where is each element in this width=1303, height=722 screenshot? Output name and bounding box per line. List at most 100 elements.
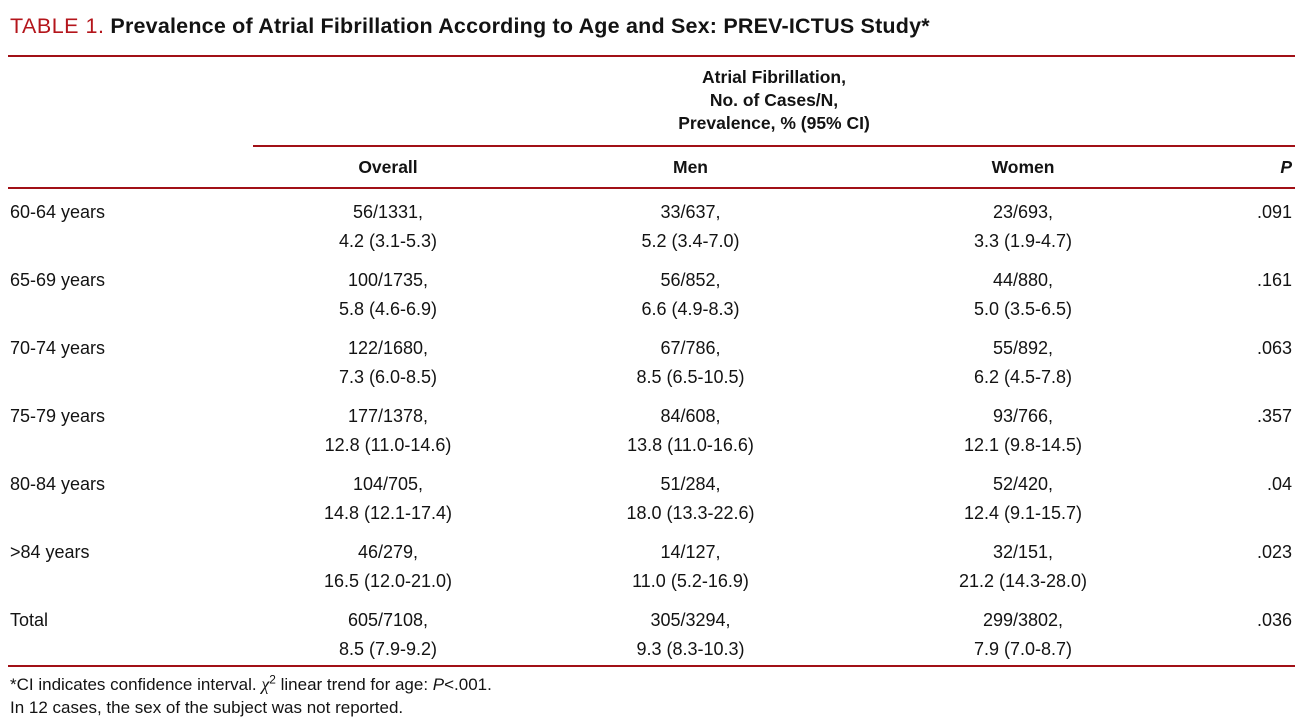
prevalence-line: 16.5 (12.0-21.0) [323,571,453,591]
span-header-row: Atrial Fibrillation, No. of Cases/N, Pre… [8,57,1295,147]
column-header-men: Men [523,146,858,189]
cases-line: 122/1680, [347,338,429,358]
column-header-p: P [1188,146,1295,189]
men-cell: 84/608, 13.8 (11.0-16.6) [523,393,858,461]
table-row: 75-79 years 177/1378, 12.8 (11.0-14.6) 84/6… [8,393,1295,461]
overall-cell: 100/1735, 5.8 (4.6-6.9) [253,257,523,325]
table-row: 80-84 years 104/705, 14.8 (12.1-17.4) 51/28… [8,461,1295,529]
footnote-text-3: <.001. [444,675,492,694]
table-number-label: TABLE 1. [10,14,105,38]
prevalence-line: 4.2 (3.1-5.3) [338,231,438,251]
cases-line: 104/705, [352,474,424,494]
table-row: >84 years 46/279, 16.5 (12.0-21.0) 14/127, 1… [8,529,1295,597]
cases-line: 56/852, [660,270,721,290]
prevalence-line: 9.3 (8.3-10.3) [636,639,745,659]
table-title: TABLE 1. Prevalence of Atrial Fibrillatio… [8,0,1295,55]
p-value-cell: .023 [1256,542,1292,562]
prevalence-line: 8.5 (6.5-10.5) [636,367,745,387]
men-cell: 305/3294, 9.3 (8.3-10.3) [523,597,858,665]
prevalence-line: 13.8 (11.0-16.6) [627,435,754,455]
women-cell: 44/880, 5.0 (3.5-6.5) [858,257,1188,325]
p-value-cell: .357 [1256,406,1292,426]
footnotes: *CI indicates confidence interval. χ2 li… [8,667,1295,719]
p-symbol: P [432,675,445,694]
prevalence-table: Atrial Fibrillation, No. of Cases/N, Pre… [8,57,1295,665]
cases-line: 84/608, [660,406,721,426]
overall-cell: 122/1680, 7.3 (6.0-8.5) [253,325,523,393]
cases-line: 32/151, [992,542,1054,562]
men-cell: 14/127, 11.0 (5.2-16.9) [523,529,858,597]
prevalence-line: 5.0 (3.5-6.5) [973,299,1073,319]
cases-line: 605/7108, [347,610,429,630]
column-header-age [8,146,253,189]
title-rule [8,55,1295,57]
age-cell: >84 years [10,542,90,562]
cases-line: 93/766, [992,406,1054,426]
column-header-women: Women [858,146,1188,189]
cases-line: 299/3802, [982,610,1064,630]
span-header-spacer [8,57,253,146]
age-cell: 60-64 years [10,202,106,222]
p-value-cell: .161 [1256,270,1292,290]
prevalence-line: 7.9 (7.0-8.7) [973,639,1073,659]
prevalence-line: 5.2 (3.4-7.0) [641,231,740,251]
prevalence-line: 6.6 (4.9-8.3) [641,299,740,319]
cases-line: 44/880, [992,270,1054,290]
footnote-text-2: linear trend for age: [275,675,433,694]
cases-line: 55/892, [992,338,1054,358]
cases-line: 100/1735, [347,270,429,290]
chi-symbol: χ [261,674,270,694]
men-cell: 33/637, 5.2 (3.4-7.0) [523,188,858,257]
cases-line: 67/786, [660,338,721,358]
overall-cell: 56/1331, 4.2 (3.1-5.3) [253,188,523,257]
prevalence-line: 21.2 (14.3-28.0) [958,571,1088,591]
table-body: 60-64 years 56/1331, 4.2 (3.1-5.3) 33/637, 5… [8,188,1295,665]
women-cell: 23/693, 3.3 (1.9-4.7) [858,188,1188,257]
footnote-text-1: *CI indicates confidence interval. [10,675,262,694]
span-header-cell: Atrial Fibrillation, No. of Cases/N, Pre… [253,57,1295,147]
women-cell: 32/151, 21.2 (14.3-28.0) [858,529,1188,597]
span-header-line-3: Prevalence, % (95% CI) [678,113,870,133]
p-value-cell: .036 [1256,610,1292,630]
age-cell: 65-69 years [10,270,106,290]
prevalence-line: 12.1 (9.8-14.5) [963,435,1083,455]
prevalence-line: 8.5 (7.9-9.2) [338,639,438,659]
overall-cell: 104/705, 14.8 (12.1-17.4) [253,461,523,529]
chi-superscript: 2 [269,672,276,687]
cases-line: 305/3294, [650,610,731,630]
table-row: 60-64 years 56/1331, 4.2 (3.1-5.3) 33/637, 5… [8,188,1295,257]
cases-line: 56/1331, [352,202,424,222]
cases-line: 46/279, [357,542,419,562]
women-cell: 299/3802, 7.9 (7.0-8.7) [858,597,1188,665]
age-cell: 80-84 years [10,474,106,494]
span-header-line-1: Atrial Fibrillation, [702,67,846,87]
prevalence-line: 7.3 (6.0-8.5) [338,367,438,387]
men-cell: 51/284, 18.0 (13.3-22.6) [523,461,858,529]
span-header-line-2: No. of Cases/N, [709,90,839,110]
table-row: Total 605/7108, 8.5 (7.9-9.2) 305/3294, 9.3 … [8,597,1295,665]
cases-line: 177/1378, [347,406,429,426]
table-title-text: Prevalence of Atrial Fibrillation Accord… [110,14,930,38]
column-header-overall: Overall [253,146,523,189]
women-cell: 93/766, 12.1 (9.8-14.5) [858,393,1188,461]
cases-line: 51/284, [660,474,721,494]
prevalence-line: 5.8 (4.6-6.9) [338,299,438,319]
age-cell: Total [10,610,49,630]
prevalence-line: 6.2 (4.5-7.8) [973,367,1073,387]
column-header-row: Overall Men Women P [8,146,1295,189]
prevalence-line: 12.8 (11.0-14.6) [324,435,452,455]
overall-cell: 46/279, 16.5 (12.0-21.0) [253,529,523,597]
age-cell: 70-74 years [10,338,106,358]
table-row: 70-74 years 122/1680, 7.3 (6.0-8.5) 67/786,… [8,325,1295,393]
women-cell: 52/420, 12.4 (9.1-15.7) [858,461,1188,529]
cases-line: 23/693, [992,202,1054,222]
p-value-cell: .04 [1266,474,1292,494]
overall-cell: 177/1378, 12.8 (11.0-14.6) [253,393,523,461]
bottom-rule [8,665,1295,667]
p-value-cell: .091 [1256,202,1292,222]
prevalence-line: 3.3 (1.9-4.7) [973,231,1073,251]
prevalence-line: 14.8 (12.1-17.4) [323,503,453,523]
footnote-line-1: *CI indicates confidence interval. χ2 li… [10,673,1293,696]
men-cell: 56/852, 6.6 (4.9-8.3) [523,257,858,325]
